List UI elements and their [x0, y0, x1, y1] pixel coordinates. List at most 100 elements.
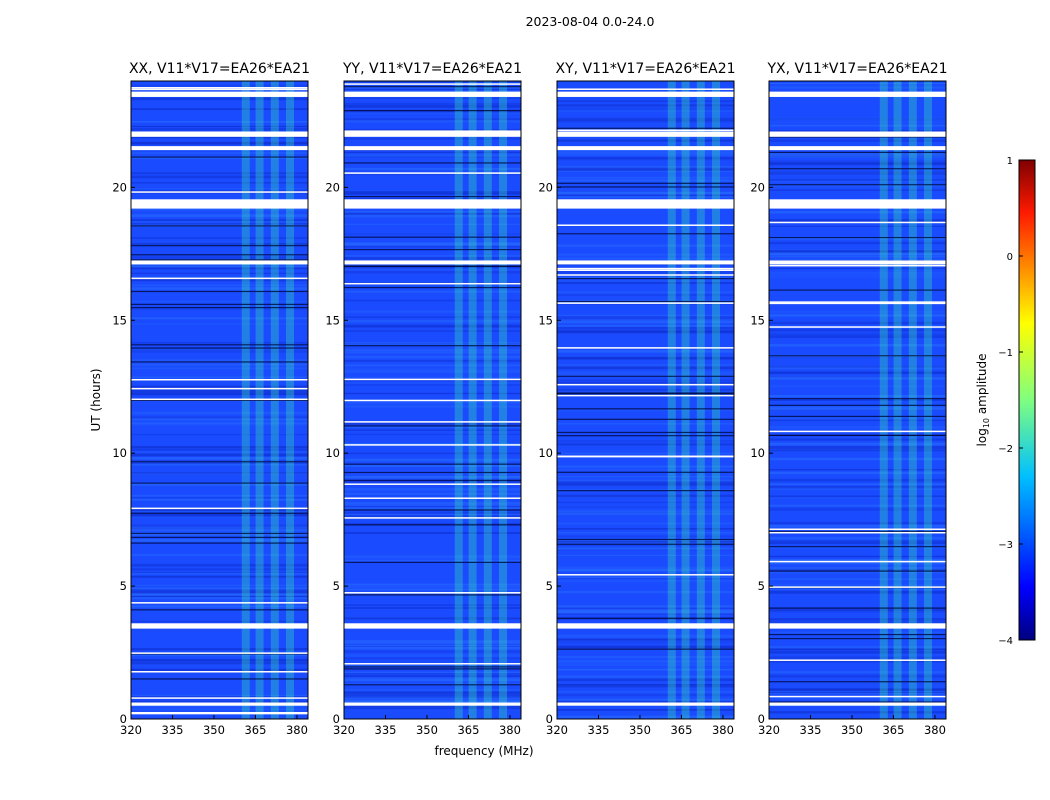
noise-row: [344, 699, 521, 703]
noise-row: [557, 532, 734, 534]
dark-row: [131, 399, 308, 401]
noise-row: [344, 514, 521, 516]
noise-row: [344, 691, 521, 694]
noise-row: [344, 360, 521, 362]
noise-row: [769, 478, 946, 482]
flagged-row: [131, 378, 308, 381]
noise-row: [557, 660, 734, 663]
noise-row: [344, 319, 521, 323]
noise-row: [557, 109, 734, 112]
noise-row: [557, 691, 734, 693]
noise-row: [131, 594, 308, 597]
noise-row: [131, 655, 308, 657]
noise-row: [131, 708, 308, 711]
noise-row: [769, 154, 946, 158]
dark-row: [557, 408, 734, 410]
noise-row: [557, 156, 734, 159]
colorbar: −4 −3 −2 −1 0 1 log10 amplitude: [975, 156, 1036, 647]
dark-row: [131, 347, 308, 349]
noise-row: [557, 698, 734, 702]
flagged-row: [344, 517, 521, 519]
noise-row: [131, 393, 308, 396]
noise-row: [344, 688, 521, 691]
noise-row: [769, 567, 946, 571]
noise-row: [557, 191, 734, 193]
dark-row: [557, 393, 734, 395]
flagged-row: [344, 399, 521, 402]
noise-row: [557, 139, 734, 142]
noise-row: [769, 448, 946, 451]
noise-row: [131, 569, 308, 571]
noise-row: [769, 536, 946, 540]
noise-row: [344, 120, 521, 123]
dark-row: [344, 524, 521, 526]
noise-row: [769, 153, 946, 156]
noise-row: [769, 335, 946, 339]
flagged-band: [344, 146, 521, 151]
noise-row: [557, 580, 734, 582]
noise-row: [769, 590, 946, 594]
noise-row: [769, 394, 946, 398]
noise-row: [769, 385, 946, 388]
flagged-band: [344, 260, 521, 265]
dark-row: [769, 184, 946, 186]
noise-row: [131, 156, 308, 159]
noise-row: [769, 648, 946, 650]
dark-row: [769, 168, 946, 170]
noise-row: [769, 657, 946, 660]
noise-row: [557, 452, 734, 455]
noise-row: [557, 494, 734, 498]
noise-row: [557, 535, 734, 538]
noise-row: [557, 166, 734, 169]
x-tick-label: 350: [629, 723, 651, 737]
noise-row: [769, 321, 946, 325]
flagged-row: [769, 586, 946, 588]
dark-row: [131, 536, 308, 539]
noise-row: [769, 409, 946, 411]
noise-row: [344, 476, 521, 479]
noise-row: [557, 547, 734, 550]
flagged-row: [557, 93, 734, 95]
dark-row: [557, 300, 734, 303]
noise-row: [769, 588, 946, 590]
noise-row: [344, 458, 521, 462]
flagged-row: [344, 483, 521, 485]
noise-row: [344, 475, 521, 479]
flagged-band: [769, 131, 946, 137]
dark-row: [769, 570, 946, 572]
dark-row: [557, 418, 734, 420]
noise-row: [769, 154, 946, 157]
heatmap-noise: [557, 100, 734, 719]
noise-row: [557, 480, 734, 484]
noise-row: [557, 150, 734, 153]
noise-row: [344, 282, 521, 284]
noise-row: [557, 708, 734, 711]
noise-row: [131, 418, 308, 421]
noise-row: [131, 457, 308, 460]
noise-row: [131, 182, 308, 184]
noise-row: [344, 151, 521, 153]
x-tick-label: 380: [499, 723, 521, 737]
noise-row: [557, 390, 734, 392]
noise-row: [769, 82, 946, 85]
noise-row: [131, 659, 308, 662]
dark-row: [557, 648, 734, 650]
noise-row: [344, 693, 521, 696]
flagged-band: [344, 199, 521, 209]
noise-row: [557, 192, 734, 195]
noise-row: [131, 108, 308, 111]
noise-row: [344, 382, 521, 384]
noise-row: [344, 512, 521, 514]
dark-row: [557, 471, 734, 473]
noise-row: [557, 512, 734, 515]
dark-row: [344, 195, 521, 198]
x-tick-label: 335: [375, 723, 397, 737]
flagged-row: [344, 497, 521, 499]
dark-row: [769, 434, 946, 436]
noise-row: [557, 152, 734, 155]
noise-row: [557, 280, 734, 282]
noise-row: [131, 575, 308, 578]
x-tick-label: 350: [416, 723, 438, 737]
noise-row: [769, 310, 946, 314]
noise-row: [769, 178, 946, 182]
